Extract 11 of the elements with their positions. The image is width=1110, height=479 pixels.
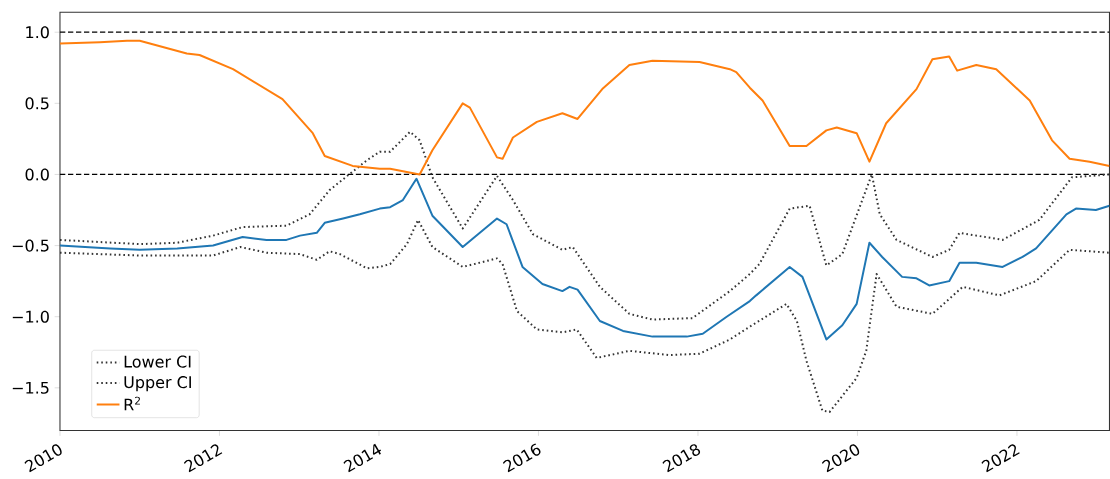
y-tick-label: −1.0	[12, 310, 49, 323]
line-series	[59, 39, 1110, 176]
y-tick-label: 0.5	[25, 97, 49, 110]
y-tick-label: −1.5	[12, 381, 49, 394]
legend-label: R$^{2}$	[124, 396, 140, 411]
line-series	[59, 177, 1110, 341]
y-tick-label: −0.5	[12, 239, 49, 252]
y-tick-label: 0.0	[25, 168, 49, 181]
legend-label: Upper CI	[124, 376, 191, 392]
y-tick-label: 1.0	[26, 26, 49, 39]
legend-label: Lower CI	[124, 355, 191, 368]
